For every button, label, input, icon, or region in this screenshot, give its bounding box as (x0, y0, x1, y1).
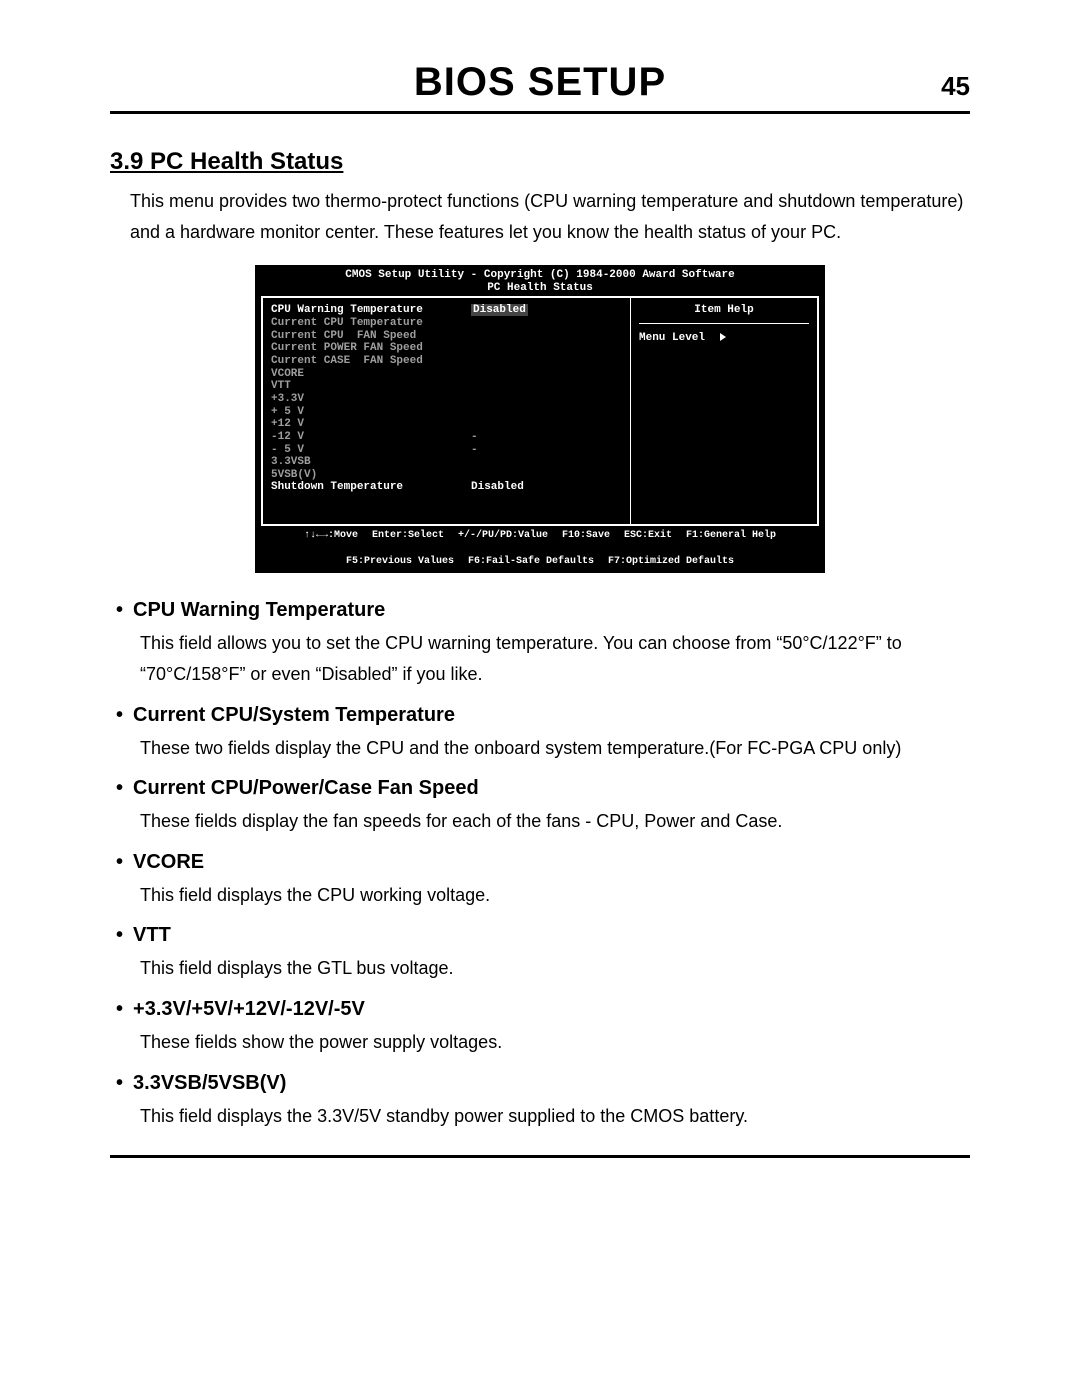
bullet-heading: • Current CPU/Power/Case Fan Speed (110, 777, 970, 800)
bullet-title: 3.3VSB/5VSB(V) (133, 1072, 286, 1095)
bios-menu-level: Menu Level (639, 332, 809, 345)
bullet-title: Current CPU/Power/Case Fan Speed (133, 777, 479, 800)
bullet-dot-icon: • (116, 777, 123, 800)
bios-footer-key: F5:Previous Values (346, 556, 454, 568)
bios-footer-key: +/-/PU/PD:Value (458, 530, 548, 542)
bios-row: - 5 V- (271, 444, 622, 457)
bios-footer-key: F10:Save (562, 530, 610, 542)
bios-row-label: Current CPU FAN Speed (271, 330, 471, 343)
bios-row-label: 3.3VSB (271, 456, 471, 469)
bullet-body: This field displays the GTL bus voltage. (140, 953, 970, 984)
page-footer-rule (110, 1155, 970, 1158)
bios-row-value: Disabled (471, 481, 524, 494)
bios-footer-key: F1:General Help (686, 530, 776, 542)
bios-footer-key: ESC:Exit (624, 530, 672, 542)
bios-row: Current CASE FAN Speed (271, 355, 622, 368)
bullet-dot-icon: • (116, 998, 123, 1021)
bios-row: VCORE (271, 368, 622, 381)
bullet-heading: • VTT (110, 924, 970, 947)
bullet-dot-icon: • (116, 851, 123, 874)
bios-row-value: - (471, 444, 478, 457)
bios-row-label: -12 V (271, 431, 471, 444)
bullet-title: VTT (133, 924, 171, 947)
bios-row: -12 V- (271, 431, 622, 444)
bios-row: 3.3VSB (271, 456, 622, 469)
bios-row-label: Current CPU Temperature (271, 317, 471, 330)
bios-item-help-title: Item Help (639, 304, 809, 324)
bullets-container: • CPU Warning Temperature This field allow… (110, 599, 970, 1131)
bios-row: CPU Warning TemperatureDisabled (271, 304, 622, 317)
bios-row: +12 V (271, 418, 622, 431)
bios-row-label: +12 V (271, 418, 471, 431)
bullet-body: These fields show the power supply volta… (140, 1027, 970, 1058)
bios-row: VTT (271, 380, 622, 393)
manual-page: BIOS SETUP 45 3.9 PC Health Status This … (0, 0, 1080, 1246)
bios-row: + 5 V (271, 406, 622, 419)
bios-right-panel: Item Help Menu Level (631, 298, 817, 524)
bios-left-panel: CPU Warning TemperatureDisabledCurrent C… (263, 298, 631, 524)
bios-row: Current CPU Temperature (271, 317, 622, 330)
section-intro: This menu provides two thermo-protect fu… (130, 186, 970, 247)
bullet-body: These two fields display the CPU and the… (140, 733, 970, 764)
bios-footer-key: F6:Fail-Safe Defaults (468, 556, 594, 568)
bios-row: 5VSB(V) (271, 469, 622, 482)
bios-row-label: Shutdown Temperature (271, 481, 471, 494)
bullet-heading: • +3.3V/+5V/+12V/-12V/-5V (110, 998, 970, 1021)
bullet-title: Current CPU/System Temperature (133, 704, 455, 727)
bullet-title: +3.3V/+5V/+12V/-12V/-5V (133, 998, 365, 1021)
chevron-right-icon (720, 333, 726, 341)
bios-row-label: + 5 V (271, 406, 471, 419)
bios-menu-level-label: Menu Level (639, 332, 705, 344)
bios-row-label: VCORE (271, 368, 471, 381)
bullet-body: These fields display the fan speeds for … (140, 806, 970, 837)
bios-row: +3.3V (271, 393, 622, 406)
page-number: 45 (910, 71, 970, 102)
chapter-title: BIOS SETUP (170, 60, 910, 105)
bullet-dot-icon: • (116, 1072, 123, 1095)
bullet-heading: • Current CPU/System Temperature (110, 704, 970, 727)
bios-row-value: - (471, 431, 478, 444)
bios-footer-key: F7:Optimized Defaults (608, 556, 734, 568)
section-title: 3.9 PC Health Status (110, 148, 970, 176)
page-header: BIOS SETUP 45 (110, 60, 970, 114)
bullet-dot-icon: • (116, 924, 123, 947)
bios-row-value: Disabled (471, 304, 528, 317)
bullet-body: This field displays the CPU working volt… (140, 880, 970, 911)
bios-footer-keys: ↑↓←→:Move Enter:Select +/-/PU/PD:Value F10:… (261, 526, 819, 567)
bullet-heading: • 3.3VSB/5VSB(V) (110, 1072, 970, 1095)
bios-row: Shutdown TemperatureDisabled (271, 481, 622, 494)
bios-row-label: Current CASE FAN Speed (271, 355, 471, 368)
bullet-heading: • CPU Warning Temperature (110, 599, 970, 622)
bios-row: Current POWER FAN Speed (271, 342, 622, 355)
bullet-body: This field allows you to set the CPU war… (140, 628, 970, 689)
bios-main-box: CPU Warning TemperatureDisabledCurrent C… (261, 296, 819, 526)
bios-title-line1: CMOS Setup Utility - Copyright (C) 1984-… (261, 269, 819, 282)
bios-row-label: VTT (271, 380, 471, 393)
bios-row: Current CPU FAN Speed (271, 330, 622, 343)
bullet-title: VCORE (133, 851, 204, 874)
bios-row-label: - 5 V (271, 444, 471, 457)
bullet-title: CPU Warning Temperature (133, 599, 385, 622)
bios-screenshot: CMOS Setup Utility - Copyright (C) 1984-… (255, 265, 825, 573)
bios-row-label: +3.3V (271, 393, 471, 406)
bios-footer-key: Enter:Select (372, 530, 444, 542)
bios-title-line2: PC Health Status (261, 282, 819, 295)
bullet-body: This field displays the 3.3V/5V standby … (140, 1101, 970, 1132)
bios-row-label: 5VSB(V) (271, 469, 471, 482)
bios-footer-key: ↑↓←→:Move (304, 530, 358, 542)
bullet-heading: • VCORE (110, 851, 970, 874)
bios-row-label: Current POWER FAN Speed (271, 342, 471, 355)
bios-row-label: CPU Warning Temperature (271, 304, 471, 317)
bullet-dot-icon: • (116, 704, 123, 727)
bullet-dot-icon: • (116, 599, 123, 622)
